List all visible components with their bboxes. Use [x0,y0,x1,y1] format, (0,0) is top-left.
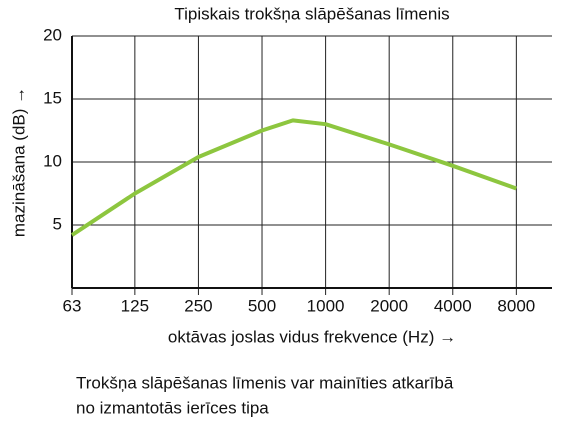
x-tick-label: 4000 [434,296,472,315]
x-tick-label: 2000 [370,296,408,315]
x-tick-label: 1000 [307,296,345,315]
chart-title: Tipiskais trokšņa slāpēšanas līmenis [174,4,449,23]
x-tick-label: 63 [63,296,82,315]
y-tick-label: 10 [43,151,62,170]
y-axis-label: mazināšana (dB) → [9,87,28,237]
x-axis-label: oktāvas joslas vidus frekvence (Hz) → [168,327,456,346]
y-tick-label: 20 [43,25,62,44]
x-tick-label: 500 [248,296,276,315]
data-line [70,118,517,237]
x-tick-label: 250 [184,296,212,315]
x-tick-label: 8000 [497,296,535,315]
y-tick-label: 15 [43,88,62,107]
x-tick-label: 125 [121,296,149,315]
caption-line: no izmantotās ierīces tipa [76,398,269,417]
y-tick-label: 5 [53,214,62,233]
caption-line: Trokšņa slāpēšanas līmenis var mainīties… [76,373,454,392]
